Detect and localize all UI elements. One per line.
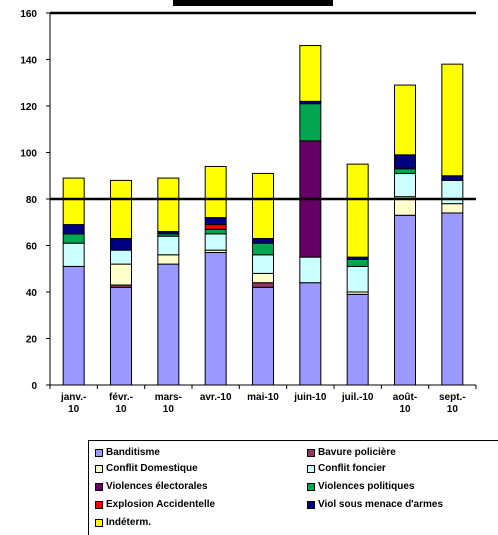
y-tick-label: 140 xyxy=(20,56,37,67)
bar-segment xyxy=(62,233,85,244)
x-tick-label: sept.-10 xyxy=(439,392,466,415)
bar-segment xyxy=(157,263,180,386)
y-tick-label: 0 xyxy=(31,381,37,392)
legend-label: Banditisme xyxy=(106,447,160,458)
legend-swatch xyxy=(307,448,315,457)
x-tick-label: janv.-10 xyxy=(60,392,86,415)
chart-title-banner xyxy=(173,0,333,6)
bar-segment xyxy=(204,228,227,235)
bar-segment xyxy=(394,172,416,198)
y-tick-label: 160 xyxy=(20,9,37,20)
legend-label: Conflit Domestique xyxy=(106,463,198,474)
legend-label: Explosion Accidentelle xyxy=(106,499,216,510)
x-tick-label: mai-10 xyxy=(247,392,279,403)
x-tick-label: juil.-10 xyxy=(341,392,374,403)
bar-segment xyxy=(110,249,132,265)
bar-segment xyxy=(299,103,322,142)
bar-segment xyxy=(441,203,464,214)
bar-segment xyxy=(110,263,132,286)
legend-item: Violences politiques xyxy=(307,481,415,492)
x-axis: janv.-10 févr.-10 mars-10 avr.-10 mai-10 juin… xyxy=(49,384,477,415)
bar-segment xyxy=(346,265,369,293)
bar-segment xyxy=(110,238,132,251)
bar-segment xyxy=(394,214,416,386)
legend-label: Conflit foncier xyxy=(318,463,386,474)
legend-item: Bavure policière xyxy=(307,447,396,458)
legend-swatch xyxy=(307,482,315,491)
legend-label: Bavure policière xyxy=(318,447,396,458)
bar-segment xyxy=(346,258,369,267)
legend-label: Violences électorales xyxy=(106,481,208,492)
bar-segment xyxy=(62,224,85,235)
bar-segment xyxy=(204,224,227,230)
bar-segment xyxy=(252,282,274,288)
bars xyxy=(50,11,476,386)
legend-item: Conflit foncier xyxy=(307,463,386,474)
bar-segment xyxy=(299,45,322,102)
x-tick-label: juin-10 xyxy=(293,392,327,403)
bar-segment xyxy=(204,251,227,386)
y-tick-label: 20 xyxy=(26,335,38,346)
legend-label: Indéterm. xyxy=(106,517,152,528)
x-tick-label: févr.-10 xyxy=(109,392,133,415)
y-tick-label: 40 xyxy=(26,288,38,299)
bar-segment xyxy=(441,175,464,181)
legend-swatch xyxy=(307,464,315,473)
x-tick-label: mars-10 xyxy=(155,392,182,415)
bar-segment xyxy=(394,154,416,170)
legend-swatch xyxy=(95,464,103,473)
legend-swatch xyxy=(307,500,315,509)
bar-segment xyxy=(204,165,227,219)
legend-swatch xyxy=(95,448,103,457)
legend-item: Explosion Accidentelle xyxy=(95,499,215,510)
legend-item: Viol sous menace d'armes xyxy=(307,499,443,510)
bar-segment xyxy=(252,238,274,244)
legend-swatch xyxy=(95,482,103,491)
legend-item: Conflit Domestique xyxy=(95,463,198,474)
y-tick-label: 60 xyxy=(26,242,38,253)
bar-segment xyxy=(394,84,416,156)
bar-segment xyxy=(252,286,274,386)
bar-segment xyxy=(110,286,132,386)
legend-item: Violences électorales xyxy=(95,481,208,492)
legend-item: Indéterm. xyxy=(95,517,151,528)
y-tick-label: 100 xyxy=(20,149,37,160)
bar-segment xyxy=(299,282,322,386)
legend-label: Viol sous menace d'armes xyxy=(318,499,444,510)
bar-segment xyxy=(252,272,274,284)
legend-item: Banditisme xyxy=(95,447,160,458)
bar-segment xyxy=(157,235,180,256)
legend-swatch xyxy=(95,518,103,527)
bar-segment xyxy=(299,256,322,284)
bar-segment xyxy=(110,179,132,240)
bar-segment xyxy=(157,177,180,233)
bar-segment xyxy=(204,233,227,251)
y-tick-label: 80 xyxy=(26,195,38,206)
bar-segment xyxy=(62,242,85,267)
bar-segment xyxy=(252,242,274,256)
bar-segment xyxy=(346,163,369,258)
bar-segment xyxy=(394,168,416,174)
x-tick-label: août-10 xyxy=(393,392,417,415)
legend: Banditisme Bavure policière Conflit Domest… xyxy=(88,440,498,535)
bar-segment xyxy=(204,217,227,226)
bar-segment xyxy=(157,254,180,265)
bar-segment xyxy=(441,212,464,386)
x-tick-label: avr.-10 xyxy=(200,392,232,403)
y-tick-label: 120 xyxy=(20,102,37,113)
bar-segment xyxy=(62,177,85,226)
y-axis: 0 20 40 60 80 100 120 140 160 xyxy=(20,9,51,392)
bar-segment xyxy=(346,293,369,386)
bar-segment xyxy=(252,172,274,240)
bar-segment xyxy=(441,63,464,177)
bar-segment xyxy=(252,254,274,274)
bar-segment xyxy=(62,265,85,386)
stacked-bar-chart: 0 20 40 60 80 100 120 140 160 janv.-10 févr.-10 ma… xyxy=(20,0,477,415)
legend-swatch xyxy=(95,500,103,509)
legend-label: Violences politiques xyxy=(318,481,415,492)
